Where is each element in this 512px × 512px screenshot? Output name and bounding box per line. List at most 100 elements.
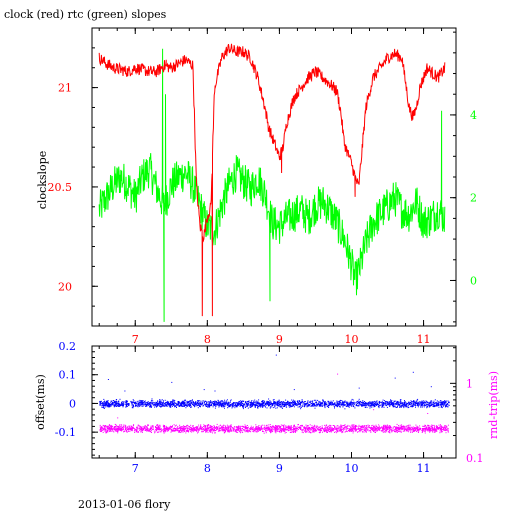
rnd-trip-point: [214, 428, 216, 429]
rnd-trip-point: [435, 428, 437, 430]
rnd-trip-point: [278, 428, 280, 430]
rnd-trip-point: [293, 429, 295, 431]
rnd-trip-point: [188, 430, 190, 432]
rnd-trip-point: [214, 425, 215, 427]
offset-point: [256, 404, 258, 406]
offset-point: [212, 406, 214, 408]
rnd-trip-point: [235, 428, 237, 430]
rnd-trip-point: [309, 432, 311, 433]
offset-point: [337, 405, 339, 407]
rnd-trip-point: [159, 429, 161, 431]
rnd-trip-point: [141, 431, 143, 433]
rnd-trip-point: [426, 429, 428, 431]
rnd-trip-point: [322, 428, 324, 430]
offset-point: [141, 403, 143, 404]
rnd-trip-point: [226, 430, 228, 432]
rnd-trip-point: [416, 425, 418, 427]
rnd-trip-point: [428, 425, 430, 426]
rnd-trip-point: [146, 426, 148, 428]
rnd-trip-point: [262, 428, 264, 430]
rnd-trip-point: [410, 428, 412, 430]
offset-point: [328, 402, 330, 404]
rnd-trip-point: [260, 425, 262, 427]
offset-point: [265, 403, 267, 405]
rnd-trip-point: [228, 430, 230, 432]
rnd-trip-point: [177, 430, 179, 431]
offset-point: [357, 401, 359, 403]
rnd-trip-point: [163, 430, 165, 431]
rnd-trip-point: [120, 427, 122, 429]
offset-point: [268, 405, 269, 407]
offset-point: [183, 402, 185, 404]
rnd-trip-point: [105, 426, 107, 428]
rnd-trip-point: [181, 430, 183, 432]
rnd-trip-point: [179, 431, 181, 433]
rnd-trip-point: [313, 427, 315, 429]
offset-point: [242, 400, 244, 402]
rnd-trip-point: [103, 425, 105, 427]
rnd-trip-point: [262, 427, 264, 429]
offset-point: [115, 403, 117, 405]
offset-point: [290, 405, 292, 407]
rnd-trip-point: [230, 429, 232, 430]
offset-point: [329, 404, 331, 406]
rnd-trip-point: [308, 427, 310, 428]
rnd-trip-point: [243, 426, 245, 428]
rnd-trip-point: [130, 429, 131, 430]
rnd-trip-point: [218, 428, 220, 430]
offset-point: [447, 405, 449, 407]
rnd-trip-point: [102, 424, 104, 426]
rnd-trip-point: [381, 430, 383, 432]
rnd-trip-point: [241, 427, 243, 429]
rnd-trip-point: [439, 428, 441, 429]
rnd-trip-point: [118, 428, 120, 430]
rnd-trip-point: [384, 428, 386, 430]
offset-point: [362, 401, 364, 403]
offset-point: [189, 405, 191, 407]
offset-point: [226, 403, 228, 405]
bottom-x-tick-label: 10: [344, 462, 358, 475]
rnd-trip-point: [276, 428, 278, 429]
offset-point: [251, 400, 253, 402]
offset-point: [413, 403, 415, 405]
rnd-trip-point: [424, 429, 426, 431]
rnd-trip-point: [441, 428, 442, 430]
offset-point: [263, 403, 265, 405]
offset-point: [270, 404, 271, 406]
rnd-trip-point: [133, 425, 134, 427]
rnd-trip-point: [129, 430, 131, 432]
offset-point: [412, 401, 414, 402]
offset-point: [199, 405, 200, 407]
offset-point: [278, 404, 280, 406]
rnd-trip-point: [341, 429, 343, 430]
rnd-trip-point: [281, 429, 283, 431]
rnd-trip-point: [303, 426, 305, 428]
rnd-trip-point: [240, 430, 242, 432]
bottom-left-tick-label: 0.2: [59, 340, 77, 353]
offset-point: [444, 404, 446, 406]
rnd-trip-point: [185, 426, 187, 428]
offset-point: [404, 401, 406, 403]
offset-point: [359, 401, 361, 403]
offset-point: [250, 402, 252, 403]
rnd-trip-point: [396, 430, 398, 432]
offset-point: [409, 402, 411, 403]
rnd-trip-point: [159, 425, 161, 427]
rnd-trip-point: [417, 432, 419, 433]
offset-point: [324, 402, 325, 404]
rnd-trip-point: [371, 429, 373, 431]
rnd-trip-point: [270, 428, 272, 430]
offset-point: [325, 404, 327, 406]
offset-point: [228, 402, 230, 404]
rnd-trip-point: [427, 428, 428, 430]
rnd-trip-point: [340, 429, 342, 431]
offset-point: [206, 402, 208, 404]
rnd-trip-point: [354, 426, 356, 428]
rnd-trip-point: [293, 428, 295, 430]
offset-point: [386, 406, 388, 408]
rnd-trip-point: [150, 425, 152, 427]
offset-point: [189, 405, 191, 407]
rnd-trip-point: [438, 428, 440, 430]
offset-point: [117, 403, 119, 405]
offset-point: [282, 406, 284, 408]
